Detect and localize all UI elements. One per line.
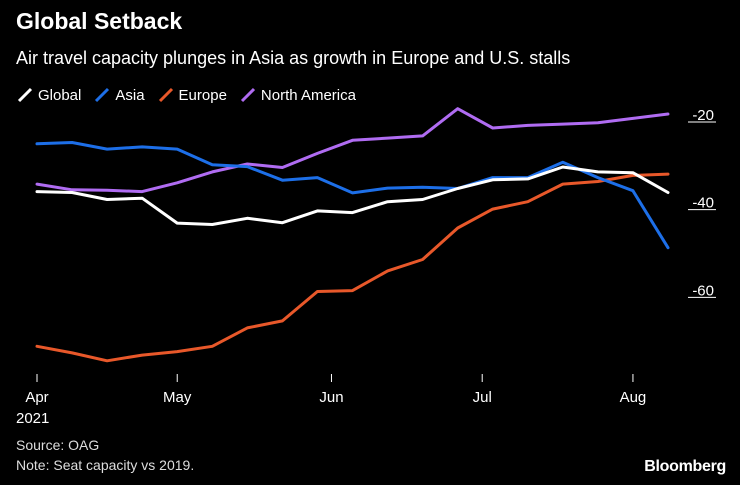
footnote: Note: Seat capacity vs 2019. [16,457,195,473]
legend-item-asia: Asia [93,86,145,104]
x-tick-sublabel: 2021 [16,410,49,427]
x-tick-label: May [163,389,192,406]
legend-swatch-asia [93,86,111,104]
y-tick-label: -40 [692,195,714,212]
series-line-north-america [35,107,670,194]
legend-label-europe: Europe [178,86,227,104]
source-note: Source: OAG [16,437,100,453]
legend-label-north-america: North America [260,86,356,104]
legend-item-global: Global [16,86,81,104]
legend-item-north-america: North America [239,86,356,104]
chart-subtitle: Air travel capacity plunges in Asia as g… [16,48,571,68]
legend-swatch-north-america [239,86,257,104]
legend-label-global: Global [38,86,82,104]
chart-title: Global Setback [16,8,183,34]
legend-swatch-europe [157,86,175,104]
bloomberg-logo: Bloomberg [644,458,726,475]
x-tick-label: Jun [319,389,343,406]
y-tick-label: -20 [692,107,714,124]
legend-swatch-global [16,86,34,104]
series-line-global [35,165,670,226]
legend-item-europe: Europe [157,86,227,104]
legend: Global Asia Europe North America [16,86,368,104]
x-tick-label: Jul [473,389,492,406]
x-tick-label: Apr [25,389,48,406]
x-tick-label: Aug [620,389,647,406]
series-line-asia [35,141,670,250]
series-line-europe [35,172,670,363]
y-tick-label: -60 [692,282,714,299]
legend-label-asia: Asia [115,86,145,104]
